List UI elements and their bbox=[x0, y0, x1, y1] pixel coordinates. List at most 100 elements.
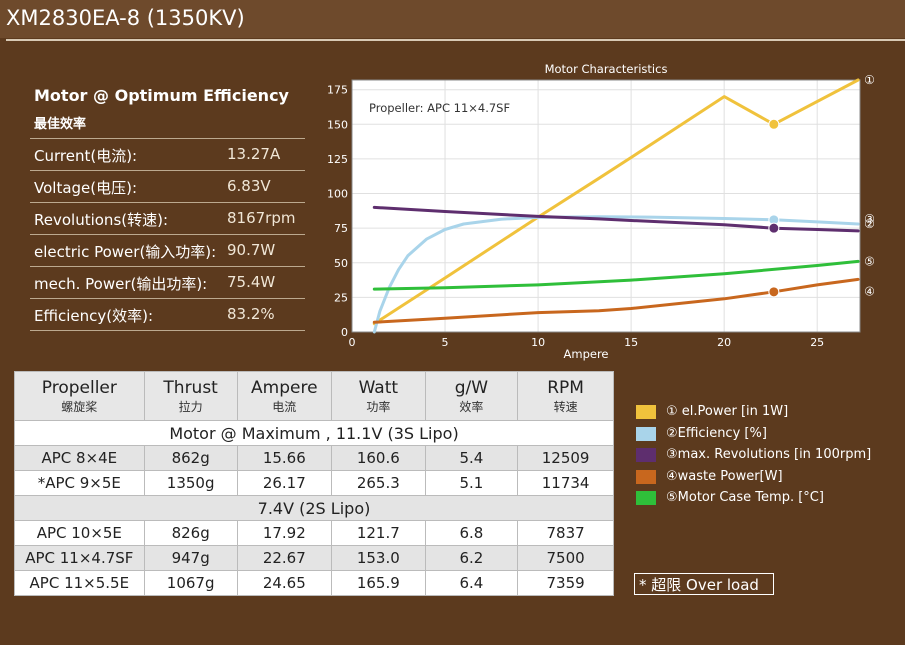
table-cell: 947g bbox=[143, 545, 238, 571]
table-cell: 265.3 bbox=[330, 470, 426, 496]
x-tick-label: 0 bbox=[349, 336, 356, 349]
table-cell: 153.0 bbox=[330, 545, 426, 571]
legend-label: ⑤Motor Case Temp. [°C] bbox=[666, 490, 824, 505]
operating-point bbox=[768, 222, 780, 234]
table-cell: 22.67 bbox=[236, 545, 332, 571]
table-cell: APC 11×5.5E bbox=[14, 570, 145, 596]
header-sublabel: 转速 bbox=[553, 400, 578, 414]
section-title: 7.4V (2S Lipo) bbox=[14, 495, 614, 521]
title-divider bbox=[6, 39, 905, 41]
table-cell: 826g bbox=[143, 520, 238, 546]
chart-annotation: Propeller: APC 11×4.7SF bbox=[369, 101, 510, 115]
header-label: g/W bbox=[454, 378, 489, 398]
efficiency-row-voltage: Voltage(电压): 6.83V bbox=[30, 170, 305, 202]
y-tick-label: 150 bbox=[327, 118, 348, 131]
table-cell: 5.4 bbox=[424, 445, 519, 471]
header-thrust: Thrust 拉力 bbox=[143, 371, 238, 421]
y-tick-label: 0 bbox=[341, 326, 348, 339]
motor-characteristics-chart: 0 25 50 75 100 125 150 175 0 5 10 15 20 25 Motor Chara… bbox=[327, 62, 875, 361]
legend-label: ④waste Power[W] bbox=[666, 468, 783, 484]
header-sublabel: 效率 bbox=[459, 400, 484, 414]
header-label: Propeller bbox=[41, 378, 117, 398]
table-cell: 6.8 bbox=[424, 520, 519, 546]
header-label: Watt bbox=[358, 378, 399, 398]
table-row: APC 10×5E 826g 17.92 121.7 6.8 7837 bbox=[14, 520, 614, 546]
header-sublabel: 螺旋桨 bbox=[61, 400, 98, 414]
section-title: Motor @ Maximum , 11.1V (3S Lipo) bbox=[14, 420, 614, 446]
legend-label: ②Efficiency [%] bbox=[666, 425, 767, 441]
table-section-row: Motor @ Maximum , 11.1V (3S Lipo) bbox=[14, 420, 614, 446]
table-cell: 7837 bbox=[517, 520, 614, 546]
efficiency-label: Current(电流): bbox=[34, 147, 138, 165]
header-sublabel: 功率 bbox=[366, 400, 391, 414]
y-tick-label: 75 bbox=[334, 222, 348, 235]
series-end-marker: ③ bbox=[864, 212, 875, 226]
efficiency-heading: Motor @ Optimum Efficiency bbox=[34, 86, 289, 105]
table-cell: 12509 bbox=[517, 445, 614, 471]
legend-swatch bbox=[636, 491, 656, 505]
header-label: Thrust bbox=[163, 378, 218, 398]
header-watt: Watt 功率 bbox=[330, 371, 426, 421]
series-end-marker: ⑤ bbox=[864, 254, 875, 268]
propeller-table: Propeller 螺旋桨 Thrust 拉力 Ampere 电流 Watt 功率 g/… bbox=[14, 371, 614, 596]
table-cell: 121.7 bbox=[330, 520, 426, 546]
table-cell: 862g bbox=[143, 445, 238, 471]
efficiency-value: 6.83V bbox=[227, 177, 271, 195]
operating-point bbox=[768, 118, 780, 130]
header-propeller: Propeller 螺旋桨 bbox=[14, 371, 145, 421]
table-cell: 15.66 bbox=[236, 445, 332, 471]
efficiency-row-revolutions: Revolutions(转速): 8167rpm bbox=[30, 202, 305, 234]
x-tick-label: 10 bbox=[531, 336, 545, 349]
table-cell: 7359 bbox=[517, 570, 614, 596]
table-row: APC 11×4.7SF 947g 22.67 153.0 6.2 7500 bbox=[14, 545, 614, 571]
table-header-row: Propeller 螺旋桨 Thrust 拉力 Ampere 电流 Watt 功率 g/… bbox=[14, 371, 614, 421]
efficiency-list: Current(电流): 13.27A Voltage(电压): 6.83V Rev… bbox=[30, 138, 305, 331]
series-end-marker: ② bbox=[864, 217, 875, 231]
efficiency-value: 83.2% bbox=[227, 305, 275, 323]
legend-swatch bbox=[636, 448, 656, 462]
efficiency-subheading: 最佳效率 bbox=[34, 117, 87, 132]
y-tick-label: 100 bbox=[327, 188, 348, 201]
legend-swatch bbox=[636, 469, 656, 484]
overload-note: * 超限 Over load bbox=[634, 573, 774, 595]
table-cell: APC 8×4E bbox=[14, 445, 145, 471]
series-end-marker: ④ bbox=[864, 284, 875, 298]
table-cell: APC 10×5E bbox=[14, 520, 145, 546]
efficiency-value: 13.27A bbox=[227, 145, 281, 163]
page-title: XM2830EA-8 (1350KV) bbox=[6, 6, 245, 30]
table-cell: APC 11×4.7SF bbox=[14, 545, 145, 571]
header-rpm: RPM 转速 bbox=[517, 371, 614, 421]
efficiency-row-current: Current(电流): 13.27A bbox=[30, 138, 305, 170]
title-band bbox=[0, 0, 905, 38]
efficiency-row-efficiency: Efficiency(效率): 83.2% bbox=[30, 298, 305, 331]
x-axis-label: Ampere bbox=[564, 347, 609, 361]
efficiency-label: Voltage(电压): bbox=[34, 179, 138, 197]
x-tick-label: 25 bbox=[810, 336, 824, 349]
y-tick-label: 175 bbox=[327, 84, 348, 97]
series-end-marker: ① bbox=[864, 73, 875, 87]
table-row: APC 8×4E 862g 15.66 160.6 5.4 12509 bbox=[14, 445, 614, 471]
series-line-3 bbox=[372, 205, 860, 233]
operating-point bbox=[768, 286, 780, 298]
header-gw: g/W 效率 bbox=[424, 371, 519, 421]
table-section-row: 7.4V (2S Lipo) bbox=[14, 495, 614, 521]
header-label: Ampere bbox=[251, 378, 318, 398]
efficiency-label: Efficiency(效率): bbox=[34, 307, 154, 325]
efficiency-value: 8167rpm bbox=[227, 209, 296, 227]
efficiency-label: Revolutions(转速): bbox=[34, 211, 169, 229]
header-sublabel: 拉力 bbox=[178, 400, 203, 414]
table-cell: *APC 9×5E bbox=[14, 470, 145, 496]
y-tick-label: 50 bbox=[334, 257, 348, 270]
efficiency-value: 75.4W bbox=[227, 273, 276, 291]
legend-label: ① el.Power [in 1W] bbox=[666, 404, 789, 419]
header-ampere: Ampere 电流 bbox=[236, 371, 332, 421]
efficiency-value: 90.7W bbox=[227, 241, 276, 259]
series-line-1 bbox=[372, 78, 860, 326]
table-cell: 160.6 bbox=[330, 445, 426, 471]
y-tick-label: 25 bbox=[334, 291, 348, 304]
plot-border bbox=[351, 79, 861, 333]
table-cell: 7500 bbox=[517, 545, 614, 571]
x-tick-label: 5 bbox=[442, 336, 449, 349]
y-tick-label: 125 bbox=[327, 153, 348, 166]
efficiency-label: electric Power(输入功率): bbox=[34, 243, 217, 261]
